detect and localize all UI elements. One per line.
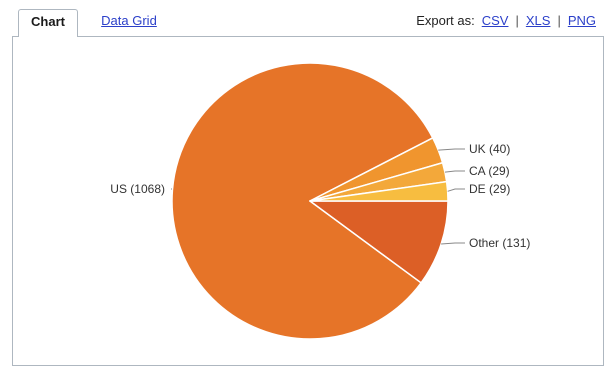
export-separator: | xyxy=(515,13,519,28)
export-png-link[interactable]: PNG xyxy=(567,13,596,28)
export-csv-link[interactable]: CSV xyxy=(481,13,509,28)
export-label: Export as: xyxy=(416,13,475,28)
pie-slice-other xyxy=(309,200,449,284)
export-xls-link[interactable]: XLS xyxy=(525,13,551,28)
pie-slice-de xyxy=(309,180,449,202)
slice-label-uk: UK (40) xyxy=(469,142,510,156)
leader-line-de xyxy=(447,188,465,192)
leader-line-ca xyxy=(444,170,465,173)
export-bar: Export as: CSV | XLS | PNG xyxy=(416,9,596,33)
slice-label-de: DE (29) xyxy=(469,182,510,196)
tab-chart[interactable]: Chart xyxy=(18,9,78,37)
slice-label-other: Other (131) xyxy=(469,236,530,250)
leader-line-other xyxy=(441,242,465,245)
tab-strip: Chart Data Grid Export as: CSV | XLS | PNG xyxy=(0,0,610,37)
tab-data-grid[interactable]: Data Grid xyxy=(101,13,157,28)
slice-label-ca: CA (29) xyxy=(469,164,510,178)
leader-line-uk xyxy=(438,148,465,151)
pie-slice-us xyxy=(171,62,434,340)
chart-panel: US (1068) UK (40) CA (29) DE (29) Other (131… xyxy=(12,36,604,366)
pie-chart: US (1068) UK (40) CA (29) DE (29) Other (131… xyxy=(110,62,530,340)
export-separator: | xyxy=(557,13,561,28)
slice-label-us: US (1068) xyxy=(110,182,165,196)
